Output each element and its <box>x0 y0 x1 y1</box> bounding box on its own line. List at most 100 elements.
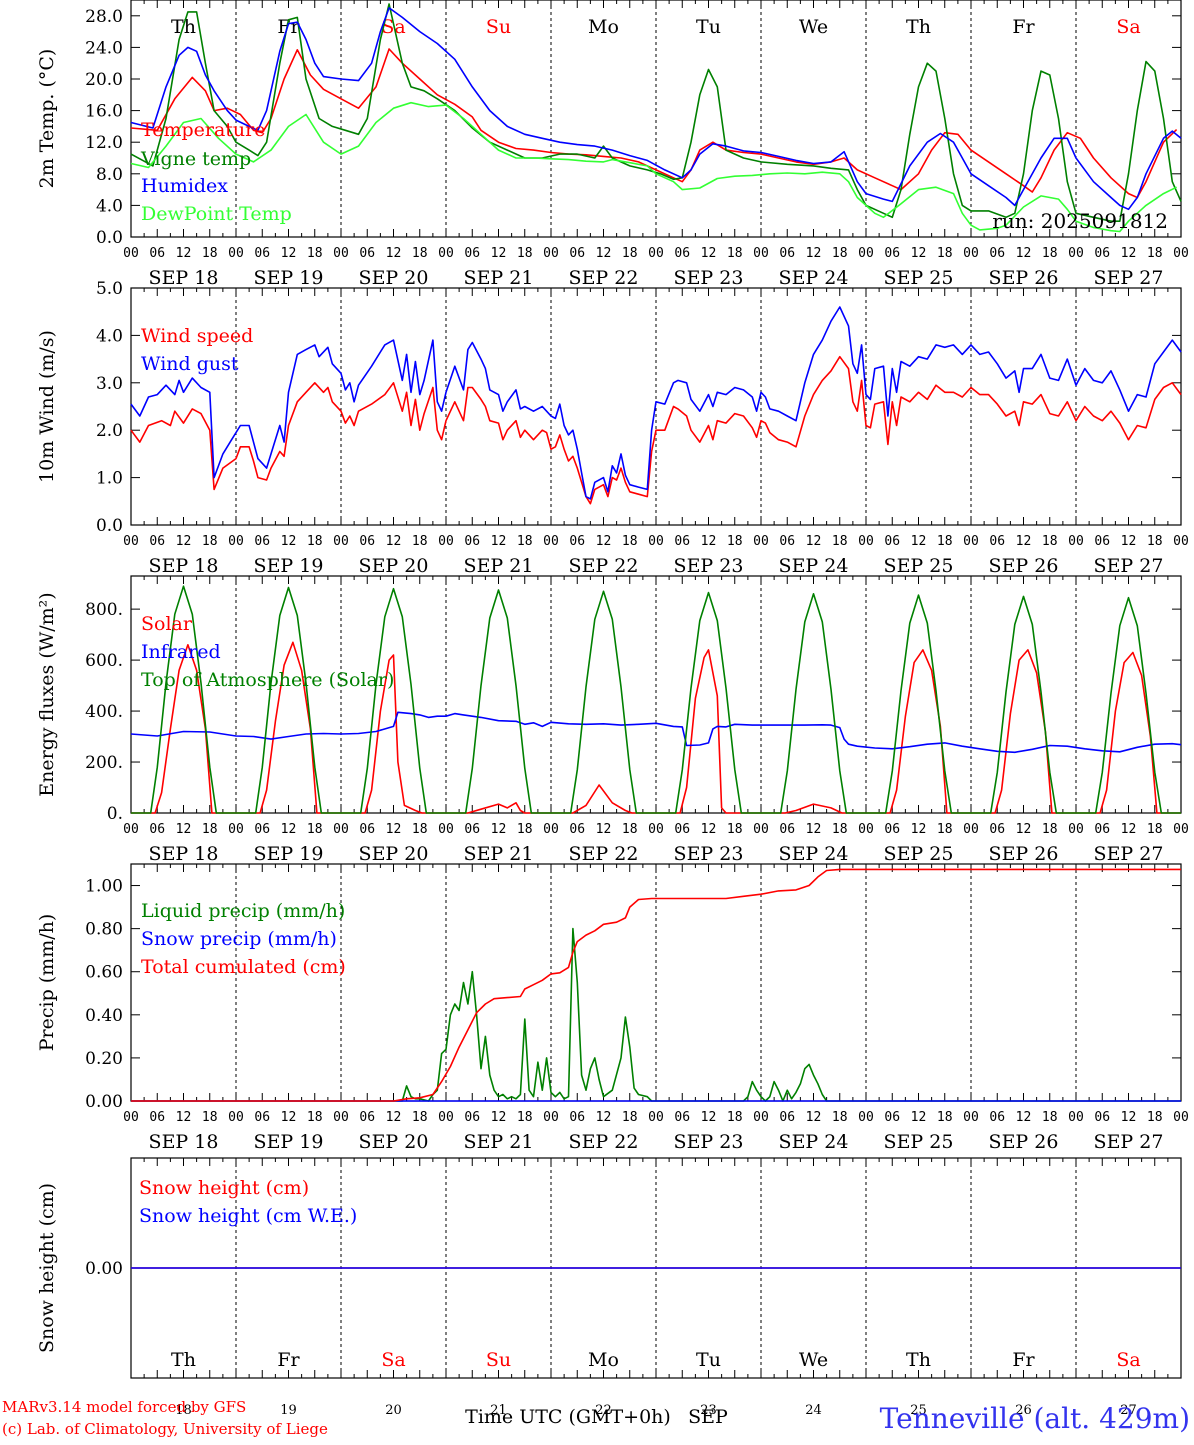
day-date-label: SEP 20 <box>359 1131 429 1153</box>
x-tick-label: 12 <box>596 246 612 261</box>
x-tick-label: 00 <box>228 534 244 549</box>
day-number-label: 21 <box>490 1403 507 1418</box>
y-axis-label: 2m Temp. (°C) <box>36 49 58 189</box>
x-tick-label: 18 <box>1042 534 1058 549</box>
x-tick-label: 06 <box>569 246 585 261</box>
x-tick-label: 18 <box>412 822 428 837</box>
x-tick-label: 00 <box>858 246 874 261</box>
day-date-label: SEP 21 <box>464 1131 534 1153</box>
legend-entry: DewPoint Temp <box>141 203 292 225</box>
x-tick-label: 18 <box>832 1110 848 1125</box>
x-tick-label: 06 <box>464 822 480 837</box>
x-tick-label: 12 <box>911 1110 927 1125</box>
x-tick-label: 06 <box>989 246 1005 261</box>
day-number-label: 27 <box>1120 1403 1137 1418</box>
day-date-label: SEP 24 <box>779 1131 849 1153</box>
series-line <box>131 641 1181 814</box>
day-number-label: 26 <box>1015 1403 1032 1418</box>
x-tick-label: 18 <box>1042 246 1058 261</box>
day-date-label: SEP 26 <box>989 555 1059 577</box>
day-date-label: SEP 23 <box>674 267 744 289</box>
x-tick-label: 12 <box>1121 1110 1137 1125</box>
x-tick-label: 12 <box>176 1110 192 1125</box>
series-line <box>130 3 1182 222</box>
day-date-label: SEP 22 <box>569 555 639 577</box>
x-tick-label: 18 <box>1147 246 1163 261</box>
y-tick-label: 0. <box>107 804 123 824</box>
x-tick-label: 12 <box>1121 246 1137 261</box>
legend-entry: Temperature <box>141 119 265 141</box>
x-tick-label: 06 <box>779 1110 795 1125</box>
x-tick-label: 06 <box>149 246 165 261</box>
series-line <box>130 711 1182 754</box>
x-tick-label: 00 <box>1173 534 1189 549</box>
x-tick-label: 18 <box>517 246 533 261</box>
x-tick-label: 06 <box>884 822 900 837</box>
x-tick-label: 00 <box>963 822 979 837</box>
y-tick-label: 4.0 <box>96 196 123 216</box>
day-date-label: SEP 27 <box>1094 843 1164 865</box>
day-date-label: SEP 18 <box>149 843 219 865</box>
series-line <box>131 927 1181 1102</box>
x-tick-label: 12 <box>281 246 297 261</box>
day-date-label: SEP 23 <box>674 1131 744 1153</box>
x-tick-label: 06 <box>989 534 1005 549</box>
x-tick-label: 18 <box>622 822 638 837</box>
day-date-label: SEP 23 <box>674 555 744 577</box>
x-tick-label: 18 <box>727 246 743 261</box>
day-date-label: SEP 25 <box>884 555 954 577</box>
x-tick-label: 06 <box>779 246 795 261</box>
x-tick-label: 00 <box>228 246 244 261</box>
weekday-label: Sa <box>1116 1349 1140 1371</box>
x-tick-label: 00 <box>648 246 664 261</box>
x-tick-label: 12 <box>1016 246 1032 261</box>
x-tick-label: 00 <box>228 822 244 837</box>
x-tick-label: 12 <box>1016 534 1032 549</box>
x-tick-label: 18 <box>1042 822 1058 837</box>
x-tick-label: 00 <box>438 534 454 549</box>
y-tick-label: 20.0 <box>85 70 123 90</box>
x-tick-label: 12 <box>806 822 822 837</box>
day-number-label: 18 <box>175 1403 192 1418</box>
x-tick-label: 18 <box>412 246 428 261</box>
day-number-label: 23 <box>700 1403 717 1418</box>
x-tick-label: 00 <box>963 246 979 261</box>
x-tick-label: 06 <box>359 1110 375 1125</box>
x-tick-label: 06 <box>254 1110 270 1125</box>
x-tick-label: 00 <box>438 1110 454 1125</box>
x-tick-label: 12 <box>806 1110 822 1125</box>
x-tick-label: 06 <box>1094 534 1110 549</box>
day-number-label: 25 <box>910 1403 927 1418</box>
weekday-label: Mo <box>588 16 619 38</box>
x-tick-label: 18 <box>832 246 848 261</box>
y-tick-label: 800. <box>85 600 123 620</box>
day-date-label: SEP 25 <box>884 1131 954 1153</box>
legend-entry: Total cumulated (cm) <box>141 956 346 978</box>
x-tick-label: 00 <box>1173 246 1189 261</box>
day-date-label: SEP 20 <box>359 267 429 289</box>
x-tick-label: 00 <box>1068 1110 1084 1125</box>
x-tick-label: 06 <box>359 534 375 549</box>
x-tick-label: 18 <box>517 1110 533 1125</box>
x-tick-label: 18 <box>517 822 533 837</box>
x-tick-label: 06 <box>779 534 795 549</box>
day-date-label: SEP 26 <box>989 267 1059 289</box>
day-date-label: SEP 21 <box>464 843 534 865</box>
x-tick-label: 12 <box>491 1110 507 1125</box>
day-date-label: SEP 27 <box>1094 1131 1164 1153</box>
panel-4: 00 06 12 18 00 06 12 18 00 06 12 18 00 06 12 18 00 06 12 18… <box>36 863 1189 1153</box>
y-tick-label: 0.20 <box>85 1049 123 1069</box>
y-tick-label: 0.0 <box>96 228 123 248</box>
x-tick-label: 18 <box>412 1110 428 1125</box>
day-date-label: SEP 26 <box>989 843 1059 865</box>
x-tick-label: 06 <box>674 822 690 837</box>
x-tick-label: 18 <box>622 1110 638 1125</box>
y-tick-label: 200. <box>85 753 123 773</box>
x-tick-label: 06 <box>884 1110 900 1125</box>
legend-entry: Wind gust <box>141 353 239 375</box>
weekday-label: Sa <box>381 1349 405 1371</box>
legend-entry: Infrared <box>141 641 221 663</box>
weekday-label: Su <box>486 16 511 38</box>
